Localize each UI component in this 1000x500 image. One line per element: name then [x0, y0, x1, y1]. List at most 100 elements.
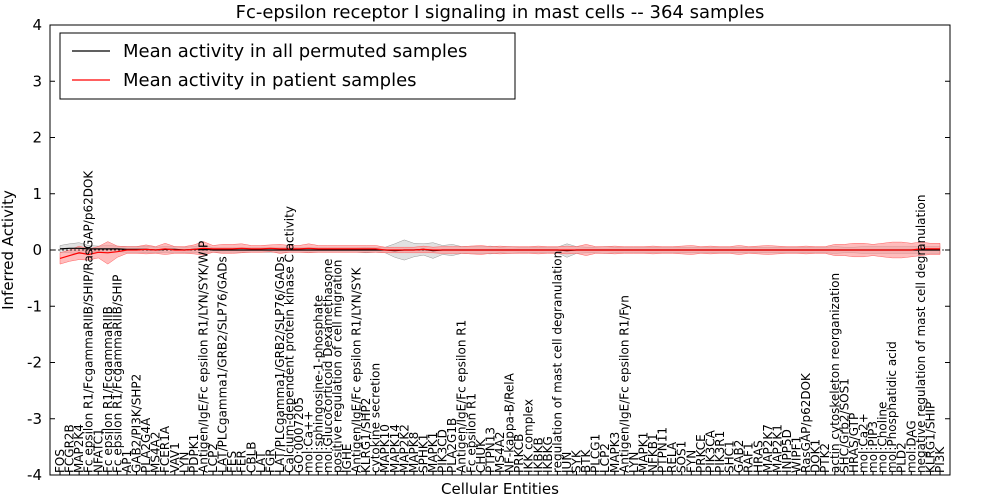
x-tick-label: HRAS — [751, 440, 765, 473]
x-tick-label: Fc epsilon R1/FcgammaRIIB — [101, 306, 115, 473]
x-tick-label: RELA — [665, 441, 679, 473]
x-tick-label: LAT/PLCgamma1/GRB2/SLP76/GADs — [273, 256, 287, 473]
x-tick-label: MAP2K4 — [72, 424, 86, 473]
x-tick-label: IKBKG — [541, 436, 555, 473]
x-tick-label: FOS — [53, 449, 67, 473]
x-tick-label: PLA2G4A — [139, 417, 153, 473]
y-tick-label: 4 — [32, 16, 42, 34]
y-tick-label: -1 — [27, 297, 42, 315]
x-tick-label: GAB2 — [732, 440, 746, 473]
x-tick-label: RasGAP/p62DOK — [799, 372, 813, 473]
x-tick-label: IKBKB — [531, 437, 545, 473]
x-tick-label: PTK2 — [818, 443, 832, 473]
x-tick-label: mol:DAG — [904, 420, 918, 473]
x-tick-label: MAP2K7 — [761, 424, 775, 473]
x-tick-label: mol:Ca2+ — [857, 413, 871, 473]
x-tick-label: Fc epsilon R1/FcgammaRIIB/SHIP — [110, 275, 124, 473]
x-tick-label: SOS1 — [675, 441, 689, 473]
x-tick-label: MAPK3 — [608, 432, 622, 473]
x-tick-label: PLCG1 — [589, 434, 603, 473]
x-tick-label: Fc epsilon R1 — [464, 393, 478, 473]
x-tick-label: actin cytoskeleton reorganization — [828, 273, 842, 473]
x-tick-label: PTPN13 — [483, 427, 497, 473]
x-tick-label: regulation of mast cell degranulation — [550, 251, 564, 473]
x-tick-label: DOK1 — [809, 439, 823, 473]
x-tick-label: WIPF1 — [790, 436, 804, 473]
x-tick-label: CHUK — [474, 438, 488, 473]
x-tick-label: PLA2G1B — [445, 418, 459, 473]
x-tick-label: MAPK1 — [637, 432, 651, 473]
chart-title: Fc-epsilon receptor I signaling in mast … — [236, 2, 765, 23]
series-lines — [59, 247, 940, 259]
x-tick-label: MAP2K2 — [397, 424, 411, 473]
x-tick-label: MAPK8 — [407, 432, 421, 473]
x-tick-label: CBLB — [244, 441, 258, 473]
x-tick-label: Antigen/IgE/Fc epsilon R1 — [455, 320, 469, 473]
y-tick-label: 3 — [32, 72, 42, 90]
x-tick-label: PIK3R1 — [713, 431, 727, 473]
x-tick-label: Antigen/IgE/Fc epsilon R1/LYN/SYK/WIP — [197, 241, 211, 473]
y-tick-label: 1 — [32, 185, 42, 203]
legend-box — [59, 32, 516, 100]
x-tick-label: SHC1 — [723, 440, 737, 473]
x-tick-label: FES — [225, 451, 239, 473]
x-tick-label: mol:Ca++ — [302, 411, 316, 473]
x-tick-label: FYN — [684, 450, 698, 473]
x-tick-label: LYN — [627, 452, 641, 473]
x-tick-label: PIK3CD — [436, 429, 450, 473]
x-tick-label: cytokine secretion — [369, 363, 383, 473]
x-tick-label: MS4A2 — [493, 432, 507, 473]
y-axis-label: Inferred Activity — [0, 190, 17, 310]
x-tick-label: MAPK10 — [378, 424, 392, 473]
x-tick-label: LCP2 — [206, 443, 220, 473]
x-tick-label: Fc epsilon R1/FcgammaRIIB/SHIP/RasGAP/p6… — [82, 170, 96, 473]
x-tick-label: VAV1 — [168, 442, 182, 473]
x-tick-label: KLRG1/SHIP — [923, 402, 937, 473]
x-tick-label: IKK complex — [522, 399, 536, 473]
x-tick-label: positive regulation of cell migration — [330, 260, 344, 473]
x-tick-label: LAT — [254, 451, 268, 473]
y-tick-label: -3 — [27, 410, 42, 428]
x-tick-label: MAP2K1 — [770, 424, 784, 473]
x-tick-label: mol:Choline — [876, 402, 890, 473]
y-tick-label: -2 — [27, 354, 42, 372]
y-tick-label: -4 — [27, 466, 42, 484]
x-tick-label: RAF1 — [742, 442, 756, 473]
x-tick-label: FCER1A — [158, 425, 172, 473]
x-tick-label: KLRG1/SHP2 — [359, 398, 373, 473]
x-tick-label: PRKCE — [694, 434, 708, 473]
series-band-2 — [59, 241, 941, 265]
x-tick-label: IGHE — [340, 444, 354, 473]
x-tick-label: mol:Glucocorticoid Dexamethasone — [321, 259, 335, 473]
confidence-bands — [59, 239, 941, 265]
x-tick-label: MAPK1 — [426, 432, 440, 473]
legend-label-2: Mean activity in patient samples — [123, 70, 417, 91]
x-tick-label: NFATC1 — [91, 428, 105, 473]
x-tick-label: PRKCB — [512, 434, 526, 473]
x-tick-label: AP1 — [120, 450, 134, 473]
x-tick-label: PI3K — [933, 446, 947, 473]
y-tick-label: 0 — [32, 241, 42, 259]
x-tick-label: GAB2/PI3K/SHP2 — [130, 374, 144, 473]
x-tick-label: MAPK14 — [388, 424, 402, 473]
x-tick-label: NF-kappa-B/RelA — [503, 372, 517, 473]
y-tick-label: 2 — [32, 129, 42, 147]
x-tick-label: PIK3CA — [703, 429, 717, 473]
x-tick-label: PTPN11 — [656, 427, 670, 473]
x-tick-label: negative regulation of mast cell degranu… — [914, 194, 928, 473]
x-tick-label: PLD2 — [895, 442, 909, 473]
x-tick-label: JUN — [560, 452, 574, 474]
x-tick-label: FER — [235, 450, 249, 473]
x-tick-label: Antigen/IgE/Fc epsilon R1/Fyn — [617, 295, 631, 473]
x-tick-label: SPHK1 — [417, 434, 431, 473]
x-tick-label: INPP5D — [780, 429, 794, 473]
x-tick-label: Antigen/IgE/Fc epsilon R1/LYN/SYK — [350, 266, 364, 473]
x-tick-label: GO:0007205 — [292, 397, 306, 473]
x-tick-label: mol:Phosphatidic acid — [885, 341, 899, 473]
x-tick-label: Calcium-dependent protein kinase C activ… — [283, 206, 297, 473]
x-tick-label: HRAS/GTP — [847, 413, 861, 473]
x-tick-label: FGR — [263, 448, 277, 473]
x-tick-label: LCP2 — [598, 443, 612, 473]
